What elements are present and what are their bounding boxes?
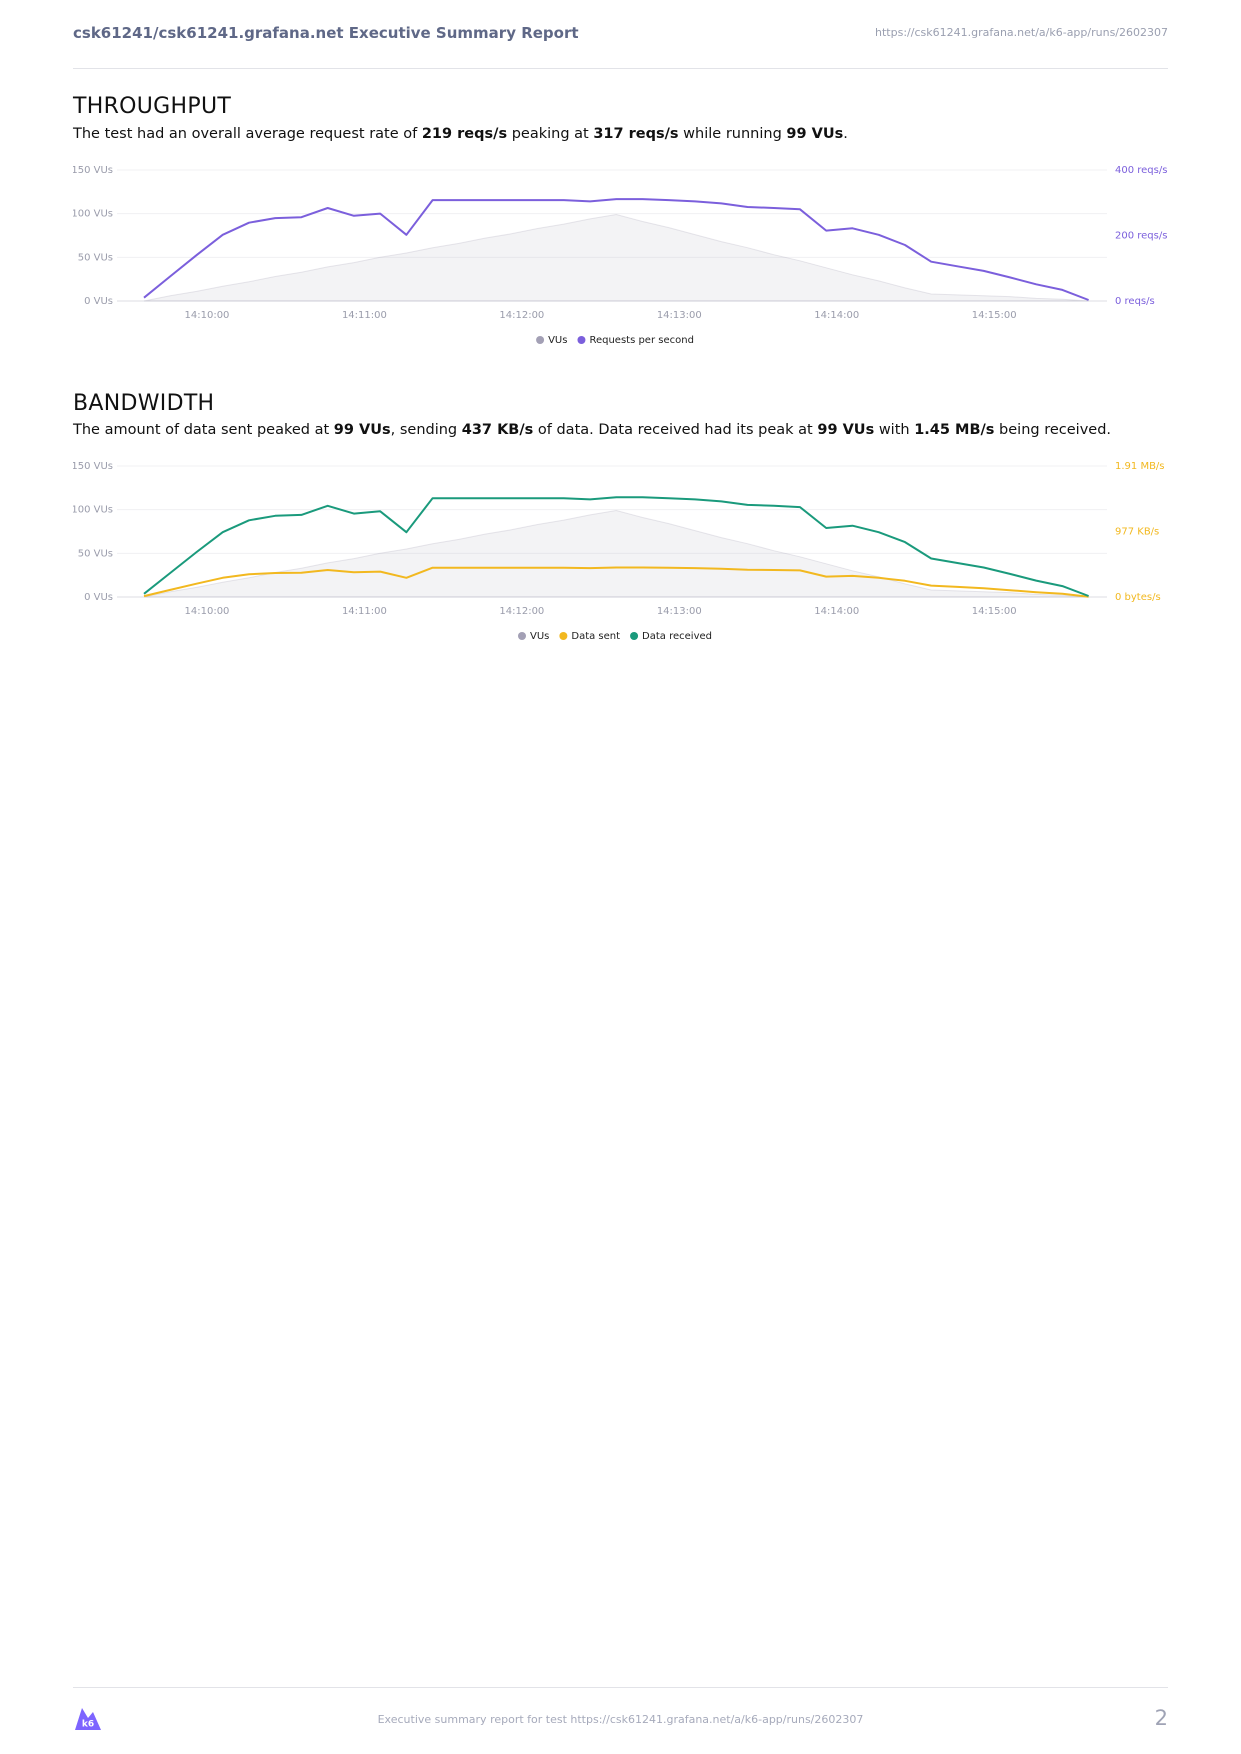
legend-marker bbox=[577, 336, 586, 344]
summary-highlight: 1.45 MB/s bbox=[914, 422, 995, 438]
x-tick-label: 14:15:00 bbox=[972, 606, 1017, 617]
y-tick-label: 50 VUs bbox=[78, 548, 113, 559]
y-tick-label: 150 VUs bbox=[73, 461, 113, 472]
section-summary: The amount of data sent peaked at 99 VUs… bbox=[73, 422, 1111, 438]
footer-text: Executive summary report for test https:… bbox=[377, 1713, 864, 1726]
x-tick-label: 14:14:00 bbox=[814, 310, 859, 321]
summary-highlight: 437 KB/s bbox=[461, 422, 534, 438]
x-tick-label: 14:12:00 bbox=[499, 310, 544, 321]
throughput-chart: 0 VUs 50 VUs 100 VUs 150 VUs 0 reqs/s 200 req… bbox=[73, 165, 1167, 346]
legend-label: VUs bbox=[530, 631, 549, 642]
x-tick-label: 14:15:00 bbox=[972, 310, 1017, 321]
legend: VUs Requests per second bbox=[536, 335, 694, 346]
y2-tick-label: 200 reqs/s bbox=[1115, 231, 1167, 242]
x-tick-label: 14:11:00 bbox=[342, 606, 387, 617]
x-tick-label: 14:10:00 bbox=[185, 310, 230, 321]
summary-text: The test had an overall average request … bbox=[73, 126, 422, 142]
summary-text: being received. bbox=[994, 422, 1112, 438]
summary-text: The amount of data sent peaked at bbox=[73, 422, 334, 438]
legend-label: Data sent bbox=[571, 631, 620, 642]
legend-marker bbox=[517, 632, 526, 640]
report-url: https://csk61241.grafana.net/a/k6-app/ru… bbox=[875, 26, 1168, 39]
legend-label: VUs bbox=[548, 335, 567, 346]
header-rule bbox=[73, 68, 1168, 69]
y-tick-label: 50 VUs bbox=[78, 252, 113, 263]
summary-text: while running bbox=[678, 126, 787, 142]
x-tick-label: 14:12:00 bbox=[499, 606, 544, 617]
legend: VUs Data sent Data received bbox=[517, 631, 712, 642]
summary-highlight: 219 reqs/s bbox=[421, 126, 508, 142]
summary-highlight: 317 reqs/s bbox=[593, 126, 679, 142]
y-tick-label: 0 VUs bbox=[84, 592, 113, 603]
logo-shape bbox=[75, 1708, 101, 1730]
legend-label: Data received bbox=[642, 631, 712, 642]
summary-text: peaking at bbox=[507, 126, 594, 142]
footer-rule bbox=[73, 1687, 1168, 1688]
legend-label: Requests per second bbox=[589, 335, 693, 346]
y2-tick-label: 977 KB/s bbox=[1115, 527, 1159, 538]
summary-text: of data. Data received had its peak at bbox=[533, 422, 818, 438]
logo-text: k6 bbox=[82, 1720, 94, 1730]
y2-tick-label: 1.91 MB/s bbox=[1115, 461, 1165, 472]
summary-text: . bbox=[843, 126, 848, 142]
legend-marker bbox=[536, 336, 545, 344]
k6-logo: k6 bbox=[75, 1708, 101, 1730]
x-tick-label: 14:13:00 bbox=[657, 310, 702, 321]
report-title: csk61241/csk61241.grafana.net Executive … bbox=[73, 24, 579, 42]
y-tick-label: 150 VUs bbox=[73, 165, 113, 176]
summary-text: , sending bbox=[390, 422, 462, 438]
x-tick-label: 14:13:00 bbox=[657, 606, 702, 617]
section-summary: The test had an overall average request … bbox=[73, 126, 848, 142]
y2-tick-label: 0 bytes/s bbox=[1115, 592, 1161, 603]
y-tick-label: 100 VUs bbox=[73, 505, 113, 516]
summary-highlight: 99 VUs bbox=[333, 422, 391, 438]
y2-tick-label: 400 reqs/s bbox=[1115, 165, 1167, 176]
line bbox=[143, 198, 1089, 301]
x-tick-label: 14:14:00 bbox=[814, 606, 859, 617]
y-tick-label: 0 VUs bbox=[84, 296, 113, 307]
section-heading: THROUGHPUT bbox=[73, 94, 232, 119]
line bbox=[143, 566, 1089, 598]
line bbox=[143, 496, 1089, 597]
x-tick-label: 14:11:00 bbox=[342, 310, 387, 321]
bandwidth-chart: 0 VUs 50 VUs 100 VUs 150 VUs 0 bytes/s 977 KB… bbox=[73, 461, 1165, 642]
y2-tick-label: 0 reqs/s bbox=[1115, 296, 1155, 307]
legend-marker bbox=[630, 632, 639, 640]
legend-marker bbox=[559, 632, 568, 640]
page-number: 2 bbox=[1154, 1706, 1168, 1730]
x-tick-label: 14:10:00 bbox=[185, 606, 230, 617]
y-tick-label: 100 VUs bbox=[73, 209, 113, 220]
summary-highlight: 99 VUs bbox=[786, 126, 844, 142]
area bbox=[143, 213, 1089, 302]
section-heading: BANDWIDTH bbox=[73, 391, 215, 416]
summary-text: with bbox=[874, 422, 915, 438]
summary-highlight: 99 VUs bbox=[817, 422, 875, 438]
